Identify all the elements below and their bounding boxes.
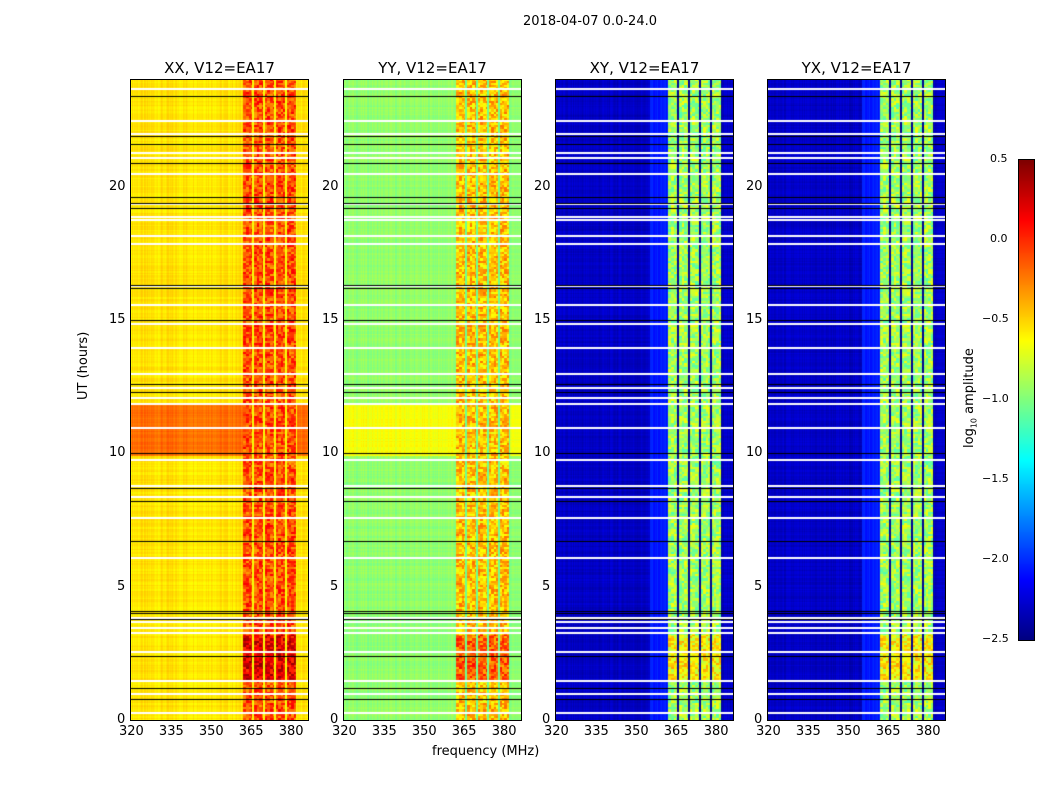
x-tick-label: 365 [875, 724, 901, 739]
y-tick-label: 20 [746, 178, 763, 194]
figure-title: 2018-04-07 0.0-24.0 [523, 14, 657, 29]
x-tick-label: 350 [411, 724, 437, 739]
panel-title: YX, V12=EA17 [801, 59, 912, 77]
y-tick-label: 0 [754, 712, 763, 727]
colorbar-label-suffix: amplitude [962, 348, 977, 418]
y-tick-label: 15 [109, 312, 126, 327]
y-tick-label: 5 [117, 578, 126, 594]
x-tick-label: 320 [119, 724, 144, 739]
y-tick-label: 0 [330, 712, 339, 727]
colorbar-tick-label: 0.5 [990, 152, 1008, 165]
y-tick-label: 10 [109, 445, 126, 461]
y-tick-label: 15 [746, 312, 763, 327]
y-tick-label: 20 [109, 178, 126, 194]
y-tick-label: 0 [117, 712, 126, 727]
heatmap-3 [768, 80, 945, 720]
y-axis-label: UT (hours) [76, 300, 91, 400]
colorbar-tick-label: −1.0 [982, 392, 1009, 405]
x-tick-label: 350 [623, 724, 649, 739]
x-axis-label: frequency (MHz) [432, 744, 540, 759]
y-tick-label: 10 [746, 445, 763, 461]
x-tick-label: 365 [238, 724, 264, 739]
heatmap-1 [344, 80, 521, 720]
x-tick-label: 320 [756, 724, 781, 739]
colorbar-label-prefix: log [962, 428, 977, 448]
y-tick-label: 5 [754, 578, 763, 594]
panel-title: XX, V12=EA17 [164, 59, 275, 77]
x-tick-label: 380 [278, 724, 304, 739]
y-tick-label: 20 [322, 178, 339, 194]
heatmap-2 [556, 80, 733, 720]
y-tick-label: 10 [534, 445, 551, 461]
colorbar-label-sub: 10 [969, 417, 979, 429]
x-tick-label: 335 [795, 724, 821, 739]
x-tick-label: 335 [583, 724, 609, 739]
colorbar-label: log10 amplitude [962, 348, 979, 448]
x-tick-label: 380 [915, 724, 941, 739]
y-tick-label: 20 [534, 178, 551, 194]
colorbar-tick-label: −0.5 [982, 312, 1009, 325]
panel-title: YY, V12=EA17 [378, 59, 487, 77]
x-tick-label: 335 [158, 724, 184, 739]
colorbar-tick-label: −2.5 [982, 632, 1009, 645]
y-tick-label: 5 [542, 578, 551, 594]
x-tick-label: 365 [451, 724, 477, 739]
y-tick-label: 15 [322, 312, 339, 327]
x-tick-label: 320 [544, 724, 569, 739]
colorbar-tick-label: 0.0 [990, 232, 1008, 245]
y-tick-label: 15 [534, 312, 551, 327]
x-tick-label: 350 [835, 724, 861, 739]
x-tick-label: 365 [663, 724, 689, 739]
colorbar-tick-label: −2.0 [982, 552, 1009, 565]
y-tick-label: 10 [322, 445, 339, 461]
y-tick-label: 5 [330, 578, 339, 594]
colorbar-tick-label: −1.5 [982, 472, 1009, 485]
y-tick-label: 0 [542, 712, 551, 727]
x-tick-label: 335 [371, 724, 397, 739]
colorbar [1019, 160, 1034, 640]
heatmap-0 [131, 80, 308, 720]
panel-title: XY, V12=EA17 [589, 59, 700, 77]
y-axis-label-text: UT (hours) [76, 331, 91, 400]
x-tick-label: 320 [332, 724, 357, 739]
x-tick-label: 350 [198, 724, 224, 739]
x-tick-label: 380 [491, 724, 517, 739]
x-tick-label: 380 [703, 724, 729, 739]
